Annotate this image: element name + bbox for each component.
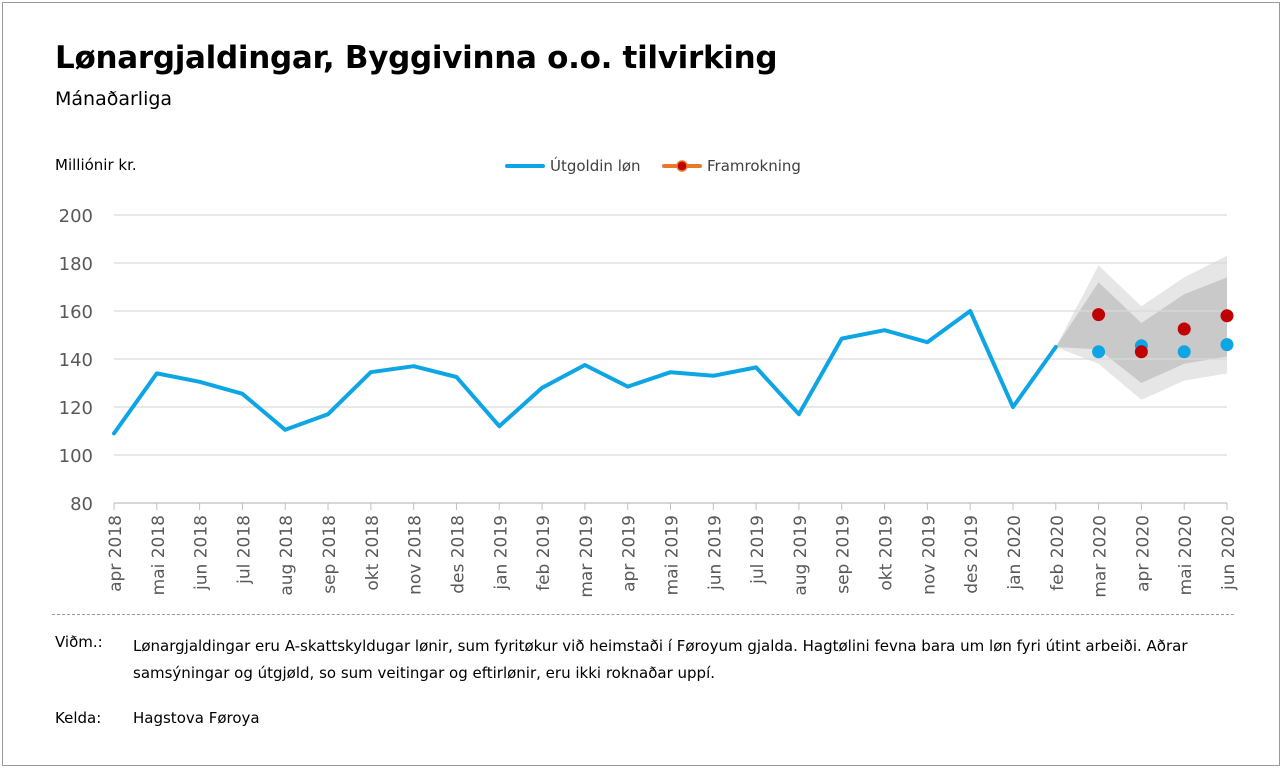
x-tick-label: apr 2018 — [106, 515, 126, 592]
x-tick-label: feb 2019 — [534, 515, 554, 591]
y-axis-unit-label: Milliónir kr. — [55, 156, 137, 174]
y-tick-label: 100 — [59, 446, 93, 467]
x-tick-label: aug 2019 — [791, 515, 811, 596]
y-tick-label: 160 — [59, 302, 93, 323]
forecast-bands — [1055, 255, 1227, 400]
chart-title: Lønargjaldingar, Byggivinna o.o. tilvirk… — [55, 40, 778, 76]
x-tick-label: jun 2020 — [1219, 515, 1239, 591]
x-tick-label: okt 2019 — [877, 515, 897, 591]
y-tick-label: 80 — [70, 494, 93, 515]
note-label: Viðm.: — [55, 633, 103, 651]
x-tick-label: okt 2018 — [363, 515, 383, 591]
x-tick-label: nov 2018 — [406, 515, 426, 595]
point-framrokning — [1134, 345, 1148, 359]
x-tick-label: jun 2018 — [192, 515, 212, 591]
y-tick-label: 180 — [59, 254, 93, 275]
series-points — [1092, 308, 1234, 359]
y-tick-label: 140 — [59, 350, 93, 371]
y-tick-label: 120 — [59, 398, 93, 419]
point-framrokning — [1220, 309, 1234, 323]
x-tick-label: mar 2020 — [1091, 515, 1111, 598]
grid-lines — [114, 214, 1227, 504]
x-tick-label: apr 2020 — [1133, 515, 1153, 592]
series-lines — [112, 309, 1058, 436]
y-axis: 80 100 120 140 160 180 200 — [59, 206, 93, 515]
x-tick-label: feb 2020 — [1048, 515, 1068, 591]
x-tick-label: des 2018 — [448, 515, 468, 594]
x-tick-label: sep 2018 — [320, 515, 340, 594]
x-tick-label: mai 2019 — [663, 515, 683, 595]
x-tick-label: apr 2019 — [620, 515, 640, 592]
line-chart: Útgoldin løn Framrokning 80 100 120 140 160 1… — [59, 156, 1239, 598]
x-tick-label: aug 2018 — [277, 515, 297, 596]
x-tick-label: jan 2019 — [491, 515, 511, 591]
x-tick-label: des 2019 — [962, 515, 982, 594]
point-utgoldin-lon — [1220, 338, 1234, 352]
legend-forecast-marker — [676, 160, 688, 172]
x-tick-label: jun 2019 — [705, 515, 725, 591]
x-tick-label: mai 2020 — [1176, 515, 1196, 595]
x-tick-label: sep 2019 — [834, 515, 854, 594]
x-tick-label: mar 2019 — [577, 515, 597, 598]
source-label: Kelda: — [55, 709, 102, 727]
legend-actual-label: Útgoldin løn — [550, 156, 641, 175]
x-tick-label: jul 2018 — [234, 515, 254, 585]
y-tick-label: 200 — [59, 206, 93, 227]
x-tick-label: jan 2020 — [1005, 515, 1025, 591]
legend: Útgoldin løn Framrokning — [505, 156, 801, 175]
x-axis: apr 2018 mai 2018 jun 2018 jul 2018 aug 2018… — [106, 503, 1239, 598]
x-tick-label: mai 2018 — [149, 515, 169, 595]
point-utgoldin-lon — [1177, 345, 1191, 359]
series-line-utgoldin-lon — [112, 309, 1058, 436]
note-text: Lønargjaldingar eru A-skattskyldugar løn… — [133, 637, 1188, 682]
chart-subtitle: Mánaðarliga — [55, 88, 173, 110]
footer-divider — [52, 614, 1234, 615]
x-tick-label: jul 2019 — [748, 515, 768, 585]
source-text: Hagstova Føroya — [133, 709, 260, 727]
point-framrokning — [1092, 308, 1106, 322]
point-framrokning — [1177, 322, 1191, 336]
point-utgoldin-lon — [1092, 345, 1106, 359]
legend-forecast-label: Framrokning — [707, 157, 801, 175]
x-tick-label: nov 2019 — [919, 515, 939, 595]
